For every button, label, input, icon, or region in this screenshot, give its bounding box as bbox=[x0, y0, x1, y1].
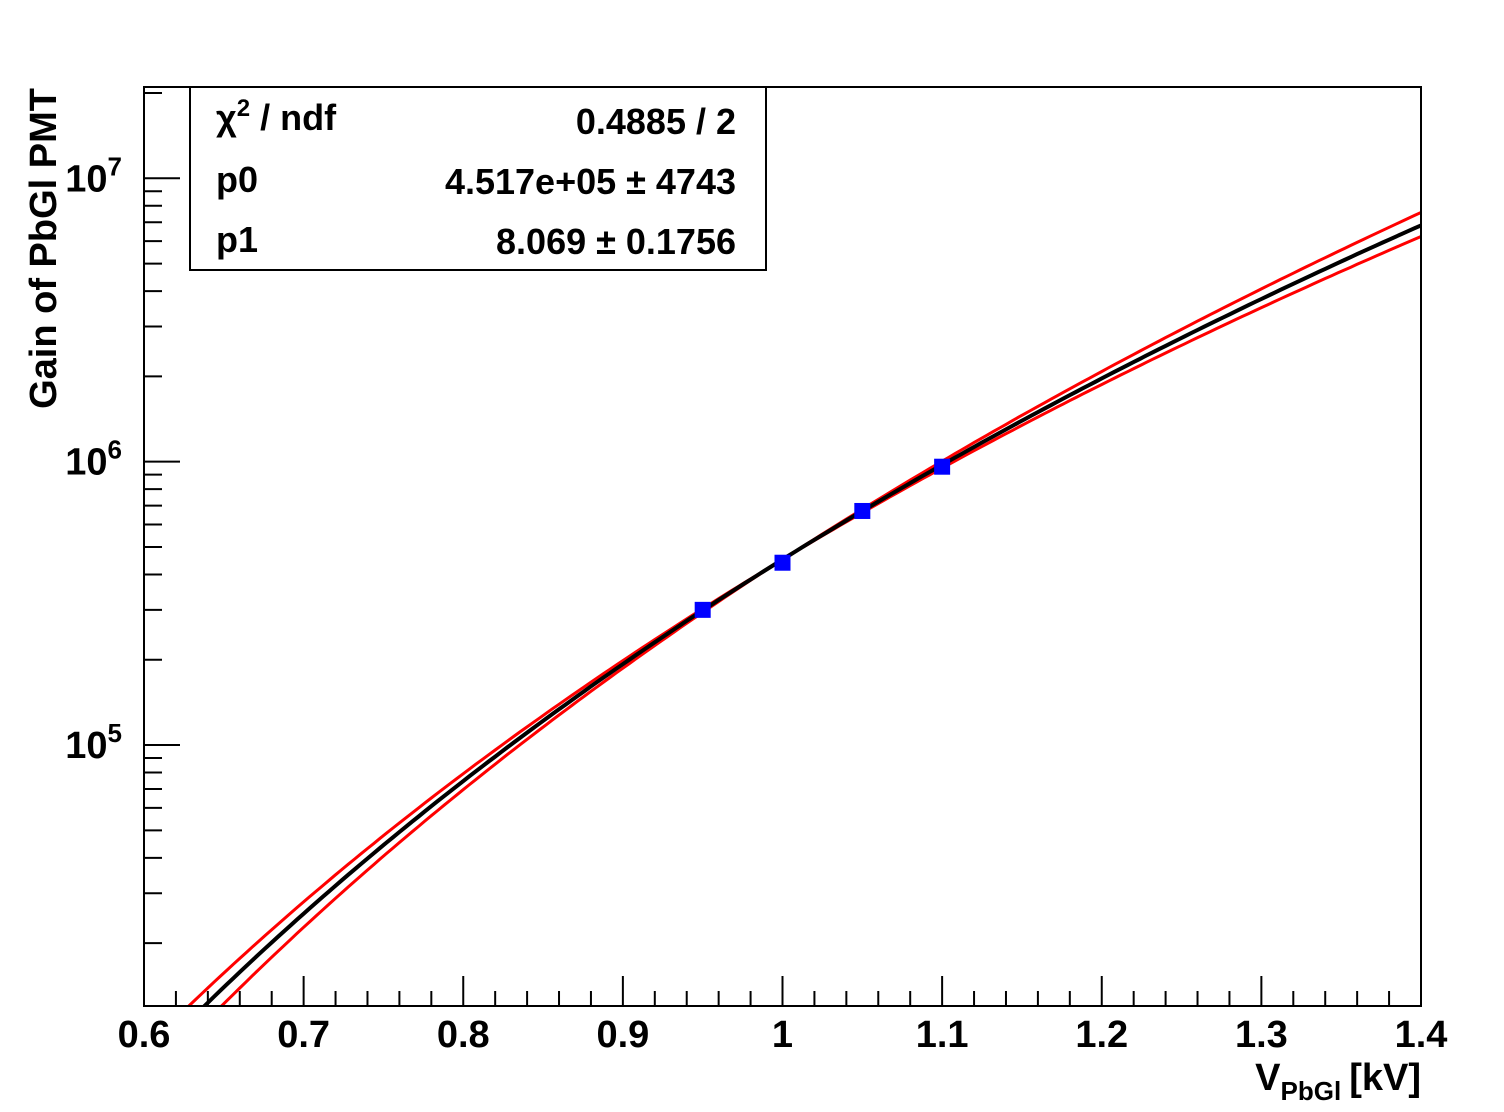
stats-p1-name: p1 bbox=[216, 219, 258, 260]
x-axis-tick-labels: 0.6 0.7 0.8 0.9 1 1.1 1.2 1.3 1.4 bbox=[118, 1014, 1448, 1056]
data-point bbox=[934, 458, 951, 475]
x-tick-label: 0.7 bbox=[277, 1014, 330, 1056]
fit-band-low bbox=[186, 235, 1421, 1006]
data-point bbox=[774, 554, 791, 571]
data-points bbox=[694, 458, 951, 618]
data-point bbox=[694, 601, 711, 618]
stats-box-frame bbox=[189, 86, 767, 271]
y-tick-label: 106 bbox=[65, 435, 122, 484]
stats-p1-value: 8.069 ± 0.1756 bbox=[496, 221, 736, 262]
y-tick-label: 105 bbox=[65, 718, 122, 767]
stats-p0-value: 4.517e+05 ± 4743 bbox=[445, 161, 736, 202]
x-tick-label: 0.6 bbox=[118, 1014, 171, 1056]
x-tick-label: 0.8 bbox=[437, 1014, 490, 1056]
y-axis-ticks bbox=[144, 92, 180, 945]
x-tick-label: 1.4 bbox=[1395, 1014, 1448, 1056]
data-point bbox=[854, 502, 871, 519]
y-axis-tick-labels: 105 106 107 bbox=[65, 151, 122, 767]
y-tick-label: 107 bbox=[65, 151, 122, 200]
x-tick-label: 1.1 bbox=[916, 1014, 969, 1056]
y-axis-title: Gain of PbGl PMT bbox=[23, 88, 65, 409]
stats-chi2-label: χ2 / ndf bbox=[216, 95, 337, 138]
x-tick-label: 1.3 bbox=[1235, 1014, 1288, 1056]
fit-band-high bbox=[219, 211, 1421, 1006]
x-tick-label: 1.2 bbox=[1075, 1014, 1128, 1056]
stats-chi2-value: 0.4885 / 2 bbox=[576, 101, 736, 142]
stats-box: χ2 / ndf 0.4885 / 2 p0 4.517e+05 ± 4743 … bbox=[189, 86, 767, 271]
fit-line bbox=[201, 223, 1421, 1006]
x-axis-ticks bbox=[143, 976, 1422, 1006]
stats-p0-name: p0 bbox=[216, 159, 258, 200]
fit-curves bbox=[186, 211, 1421, 1006]
x-axis-title: VPbGl [kV] bbox=[1255, 1057, 1421, 1106]
x-tick-label: 0.9 bbox=[596, 1014, 649, 1056]
x-tick-label: 1 bbox=[772, 1014, 793, 1056]
